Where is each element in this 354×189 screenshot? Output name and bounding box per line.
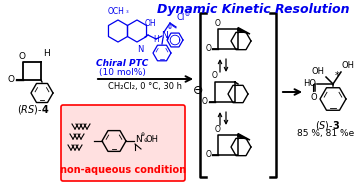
Text: Chiral PTC: Chiral PTC (96, 59, 148, 68)
Text: $_3$: $_3$ (125, 9, 130, 16)
Text: O: O (212, 71, 218, 81)
Text: Dynamic Kinetic Resolution: Dynamic Kinetic Resolution (157, 3, 349, 16)
Text: ($\it{RS}$)-$\bf{4}$: ($\it{RS}$)-$\bf{4}$ (17, 103, 49, 116)
Text: OCH: OCH (108, 7, 125, 16)
Text: O: O (215, 19, 221, 28)
Text: ($\it{S}$)-$\bf{3}$: ($\it{S}$)-$\bf{3}$ (315, 119, 341, 132)
Text: O: O (202, 97, 208, 106)
Text: $^{\oplus}$: $^{\oplus}$ (167, 26, 173, 32)
Text: $^{\ominus}$: $^{\ominus}$ (143, 139, 149, 145)
Text: $^{\oplus}$: $^{\oplus}$ (140, 133, 146, 139)
Text: 85 %, 81 %ee: 85 %, 81 %ee (297, 129, 354, 138)
Text: O: O (18, 52, 25, 61)
Text: N: N (137, 45, 143, 54)
Text: non-aqueous condition: non-aqueous condition (60, 165, 186, 175)
Text: O: O (8, 75, 15, 84)
Text: OH: OH (312, 67, 325, 76)
Text: OH: OH (145, 19, 156, 28)
Text: HO: HO (303, 80, 316, 88)
Text: N: N (135, 136, 142, 145)
Text: O: O (311, 92, 317, 101)
Text: OH: OH (342, 61, 354, 70)
Text: $\ominus$: $\ominus$ (192, 84, 203, 97)
Text: Cl$^{\ominus}$: Cl$^{\ominus}$ (176, 11, 191, 23)
FancyBboxPatch shape (61, 105, 185, 181)
Text: OH: OH (146, 135, 159, 143)
Text: (10 mol%): (10 mol%) (98, 68, 145, 77)
Text: O: O (205, 150, 211, 159)
Polygon shape (238, 28, 250, 34)
Text: H: H (153, 35, 159, 44)
Text: H: H (43, 49, 50, 58)
Text: CH₂Cl₂, 0 °C, 30 h: CH₂Cl₂, 0 °C, 30 h (108, 82, 182, 91)
Text: O: O (205, 44, 211, 53)
Text: *: * (335, 71, 340, 81)
Text: O: O (215, 125, 221, 133)
Text: N: N (161, 30, 167, 40)
Polygon shape (238, 133, 250, 140)
